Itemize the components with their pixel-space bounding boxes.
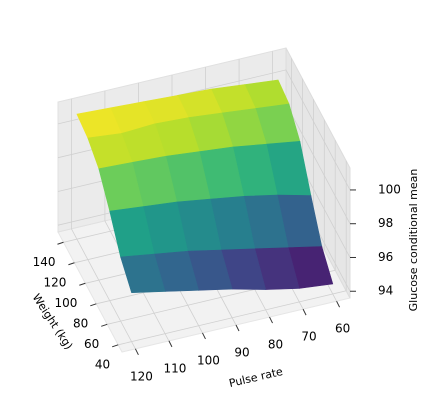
z-tick-label: 96 <box>378 250 393 264</box>
grid-line <box>71 98 136 349</box>
tick-mark <box>101 323 108 327</box>
tick-mark <box>202 332 206 340</box>
tick-mark <box>68 262 75 266</box>
x-tick-label: 70 <box>301 330 316 344</box>
tick-mark <box>302 308 307 316</box>
tick-mark <box>336 300 341 308</box>
surface-patch <box>120 253 166 294</box>
z-tick-label: 100 <box>378 182 401 196</box>
z-axis-label: Glucose conditional mean <box>407 169 420 312</box>
y-tick-label: 80 <box>73 316 88 330</box>
x-tick-label: 80 <box>268 338 283 352</box>
tick-mark <box>90 303 97 307</box>
tick-mark <box>235 324 240 332</box>
y-tick-label: 100 <box>54 296 77 310</box>
x-tick-label: 110 <box>163 361 186 375</box>
tick-mark <box>269 316 273 324</box>
y-tick-label: 40 <box>95 357 110 371</box>
x-tick-label: 60 <box>335 322 350 336</box>
surface <box>76 79 334 294</box>
tick-mark <box>168 340 173 348</box>
tick-mark <box>134 348 139 356</box>
grid-line <box>107 140 336 325</box>
tick-mark <box>79 282 86 286</box>
tick-mark <box>57 241 64 245</box>
y-tick-label: 60 <box>84 337 99 351</box>
z-tick-label: 94 <box>378 284 393 298</box>
y-tick-label: 140 <box>33 255 56 269</box>
grid-line <box>118 160 347 346</box>
y-tick-label: 120 <box>44 275 67 289</box>
x-tick-label: 100 <box>197 353 220 367</box>
x-axis-label: Pulse rate <box>228 365 285 390</box>
x-tick-label: 120 <box>130 369 153 383</box>
z-tick-label: 98 <box>378 216 393 230</box>
x-tick-label: 90 <box>234 346 249 360</box>
labels: 60 70 80 90 100 110 120 40 60 80 100 120 140 94 96 98 10… <box>33 182 401 383</box>
tick-mark <box>112 344 119 348</box>
